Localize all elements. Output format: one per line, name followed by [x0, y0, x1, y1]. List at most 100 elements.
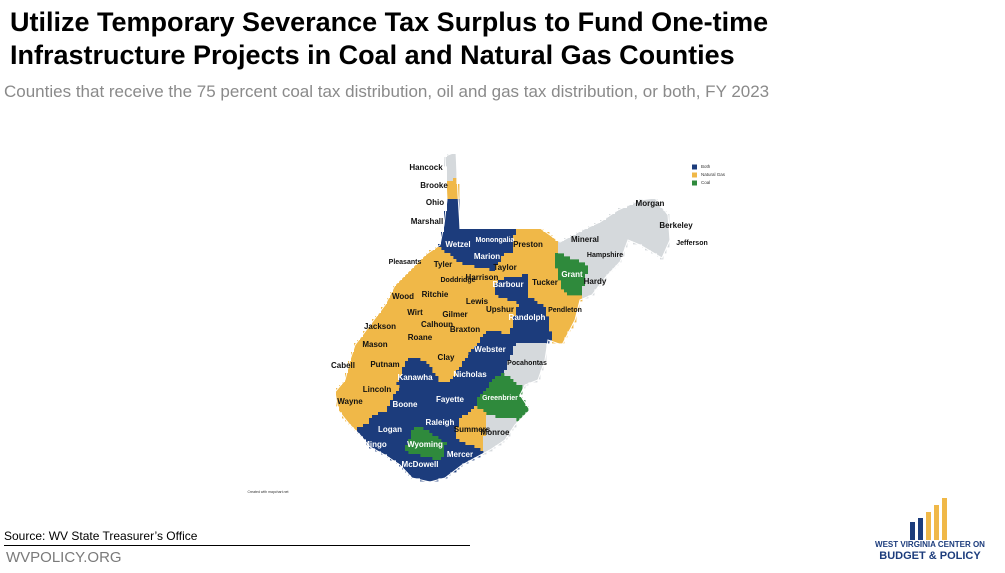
county-label: Ohio — [426, 198, 444, 207]
county-label: Upshur — [486, 305, 514, 314]
county-label: Putnam — [370, 360, 399, 369]
county-label: Doddridge — [441, 277, 476, 284]
county-label: Tucker — [532, 278, 558, 287]
county — [426, 343, 469, 383]
county-label: Mercer — [447, 450, 473, 459]
county-label: Calhoun — [421, 320, 453, 329]
counties — [334, 151, 671, 483]
county-label: Grant — [561, 270, 583, 279]
county — [591, 223, 634, 272]
county — [444, 265, 472, 299]
title-line: Infrastructure Projects in Coal and Natu… — [10, 40, 735, 70]
county — [450, 319, 490, 353]
county — [369, 412, 415, 455]
county-label: Nicholas — [453, 370, 487, 379]
county-label: Preston — [513, 240, 543, 249]
county — [468, 331, 517, 377]
county — [339, 355, 373, 395]
county — [399, 325, 439, 362]
county — [447, 178, 460, 200]
logo: WEST VIRGINIA CENTER ON BUDGET & POLICY — [875, 498, 985, 562]
county-label: Gilmer — [442, 310, 467, 319]
county — [441, 214, 478, 239]
county — [396, 358, 439, 401]
county — [468, 244, 502, 272]
logo-bar — [918, 518, 923, 540]
county-label: Braxton — [450, 325, 480, 334]
county — [513, 229, 559, 269]
county — [477, 373, 529, 422]
county-label: Hancock — [409, 163, 443, 172]
county — [471, 265, 499, 296]
county — [609, 199, 664, 239]
county-label: Lewis — [466, 297, 489, 306]
county — [444, 199, 460, 218]
county-label: Kanawha — [397, 373, 433, 382]
county-label: Logan — [378, 425, 402, 434]
logo-line: WEST VIRGINIA CENTER ON — [875, 540, 985, 549]
county-label: McDowell — [402, 460, 439, 469]
title-line: Utilize Temporary Severance Tax Surplus … — [10, 7, 769, 37]
county — [456, 406, 487, 452]
county-label: Pleasants — [389, 259, 422, 266]
county-label: Randolph — [509, 313, 546, 322]
county-label: Monroe — [481, 428, 510, 437]
county-label: Brooke — [420, 181, 448, 190]
county-label: Taylor — [493, 263, 516, 272]
county-label: Wirt — [407, 308, 423, 317]
county — [357, 424, 400, 461]
county-label: Cabell — [331, 361, 355, 370]
county-label: Mineral — [571, 235, 599, 244]
county-label: Harrison — [466, 273, 499, 282]
county-label: Jackson — [364, 322, 396, 331]
county — [483, 415, 517, 455]
logo-line: BUDGET & POLICY — [879, 550, 981, 562]
county-label: Barbour — [492, 280, 523, 289]
legend-label: Natural Gas — [701, 172, 726, 177]
county-label: Wayne — [337, 397, 363, 406]
county — [582, 265, 610, 299]
county — [363, 307, 403, 344]
legend-swatch — [692, 172, 697, 178]
county — [510, 298, 553, 344]
county-label: Jefferson — [676, 240, 708, 247]
county — [405, 427, 448, 461]
county — [495, 253, 529, 281]
county — [462, 289, 496, 323]
county-label: Raleigh — [426, 418, 455, 427]
county — [351, 334, 400, 365]
county-label: Lincoln — [363, 385, 392, 394]
county-label: Summers — [454, 425, 491, 434]
county-label: Morgan — [636, 199, 665, 208]
county-label: Mason — [362, 340, 387, 349]
logo-bar — [926, 512, 931, 540]
county-label: Roane — [408, 333, 433, 342]
county — [450, 355, 496, 401]
county — [420, 283, 454, 314]
county-label: Pocahontas — [507, 360, 547, 367]
county — [441, 439, 484, 479]
county — [555, 253, 589, 296]
county — [558, 217, 613, 266]
county — [546, 292, 583, 344]
county — [486, 295, 520, 335]
county — [366, 349, 409, 383]
county — [438, 232, 478, 266]
state-outline — [334, 151, 671, 483]
county-label: Wetzel — [445, 240, 470, 249]
county — [441, 298, 472, 329]
county-label: Marion — [474, 252, 500, 261]
county-label: Monongalia — [476, 237, 515, 244]
county — [396, 301, 433, 332]
county-label: Ritchie — [422, 290, 449, 299]
logo-bar — [910, 522, 915, 540]
county — [495, 274, 529, 305]
legend-label: Coal — [701, 180, 710, 185]
county — [387, 388, 430, 428]
county-label: Hampshire — [587, 252, 623, 259]
county-label: Wood — [392, 292, 414, 301]
county-label: Mingo — [363, 440, 387, 449]
county — [426, 310, 454, 344]
legend-swatch — [692, 180, 697, 186]
